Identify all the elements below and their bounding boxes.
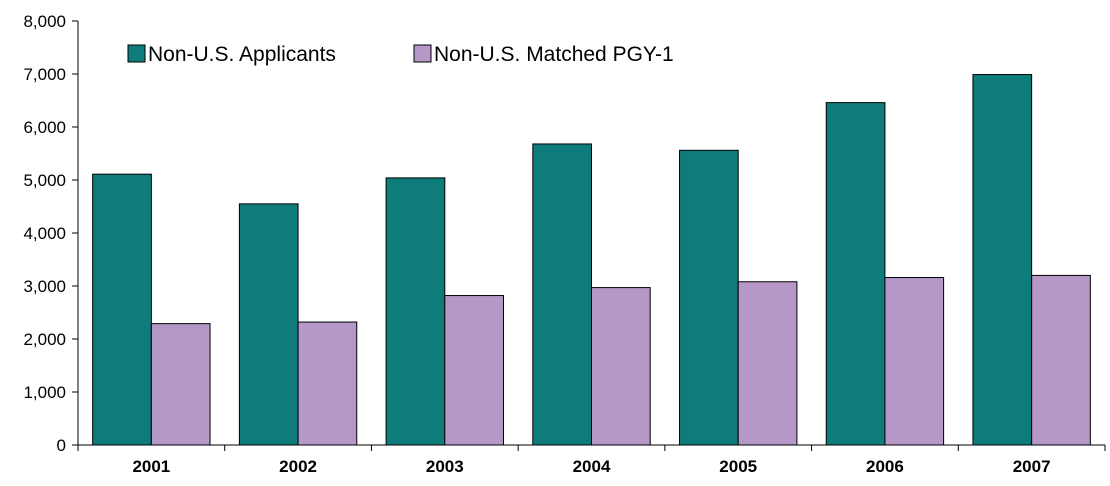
x-tick-label: 2005 [719,457,757,476]
x-tick-label: 2001 [132,457,170,476]
y-tick-label: 1,000 [23,383,66,402]
bar-applicants-2003 [385,177,446,446]
legend-swatch-applicants [127,44,146,63]
legend-label-applicants: Non-U.S. Applicants [148,43,336,66]
legend-label-matched: Non-U.S. Matched PGY-1 [434,43,674,66]
y-tick-label: 4,000 [23,224,66,243]
x-tick-label: 2002 [279,457,317,476]
bar-applicants-2007 [972,74,1033,446]
y-tick-label: 5,000 [23,171,66,190]
y-axis: 0 1,000 2,000 3,000 4,000 5,000 6,000 7,000 8,00… [23,12,79,455]
bar-applicants-2005 [679,149,739,446]
bar-matched-2006 [884,277,945,446]
bar-matched-2004 [591,287,651,446]
bar-applicants-2002 [238,203,299,446]
y-tick-label: 8,000 [23,12,66,31]
legend-swatch-matched [413,44,432,63]
bar-applicants-2004 [532,143,592,446]
bars [92,74,1091,446]
y-tick-label: 7,000 [23,65,66,84]
x-tick-label: 2003 [426,457,464,476]
y-tick-label: 6,000 [23,118,66,137]
y-tick-label: 0 [57,436,66,455]
bar-matched-2002 [297,321,358,446]
bar-applicants-2006 [825,102,886,446]
bar-matched-2003 [444,295,504,446]
bar-applicants-2001 [92,173,152,446]
y-tick-label: 2,000 [23,330,66,349]
bar-matched-2001 [150,323,211,446]
bar-matched-2007 [1031,274,1091,446]
x-tick-label: 2007 [1013,457,1051,476]
bar-matched-2005 [737,281,798,446]
legend: Non-U.S. Applicants Non-U.S. Matched PGY-… [127,43,674,66]
x-axis: 2001 2002 2003 2004 2005 2006 2007 [77,444,1106,476]
x-tick-label: 2004 [573,457,611,476]
y-tick-label: 3,000 [23,277,66,296]
x-tick-label: 2006 [866,457,904,476]
